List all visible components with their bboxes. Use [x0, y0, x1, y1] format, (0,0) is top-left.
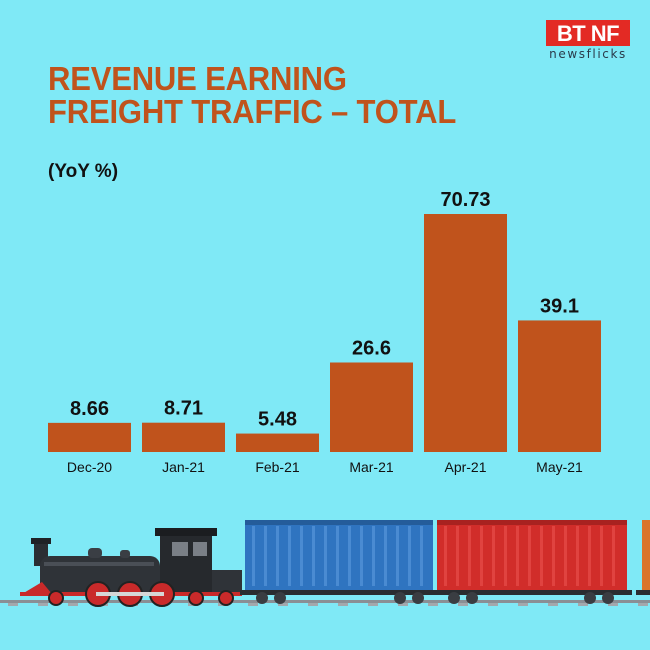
locomotive	[20, 528, 242, 607]
chart-title-line-1: REVENUE EARNING	[48, 60, 347, 97]
bar-feb-21	[236, 433, 319, 452]
freight-train-illustration	[0, 520, 650, 607]
bar-dec-20	[48, 422, 131, 452]
brand-logo: BT NF newsflicks	[546, 20, 630, 61]
chart-title-line-2: FREIGHT TRAFFIC – TOTAL	[48, 93, 457, 130]
bar-may-21	[518, 320, 601, 452]
logo-subtitle: newsflicks	[549, 47, 627, 61]
value-label-may-21: 39.1	[540, 295, 579, 317]
category-label-mar-21: Mar-21	[349, 459, 394, 475]
blue-container-wagon	[240, 520, 438, 604]
value-label-jan-21: 8.71	[164, 398, 203, 420]
value-label-feb-21: 5.48	[258, 409, 297, 431]
red-container-wagon	[432, 520, 632, 604]
bar-mar-21	[330, 362, 413, 452]
category-label-may-21: May-21	[536, 459, 583, 475]
value-label-mar-21: 26.6	[352, 337, 391, 359]
unit-label: (YoY %)	[48, 161, 119, 182]
bar-chart: 8.66 Dec-20 8.71 Jan-21 5.48 Feb-21 26.6 Mar-21…	[48, 189, 601, 475]
bar-apr-21	[424, 214, 507, 452]
category-label-dec-20: Dec-20	[67, 459, 112, 475]
category-label-apr-21: Apr-21	[444, 459, 486, 475]
orange-container-wagon	[636, 520, 650, 595]
value-label-apr-21: 70.73	[440, 189, 490, 211]
logo-mark: BT NF	[546, 20, 630, 46]
chart-title: REVENUE EARNING FREIGHT TRAFFIC – TOTAL	[48, 62, 456, 128]
value-label-dec-20: 8.66	[70, 398, 109, 420]
category-label-feb-21: Feb-21	[255, 459, 300, 475]
bar-jan-21	[142, 422, 225, 452]
category-label-jan-21: Jan-21	[162, 459, 205, 475]
